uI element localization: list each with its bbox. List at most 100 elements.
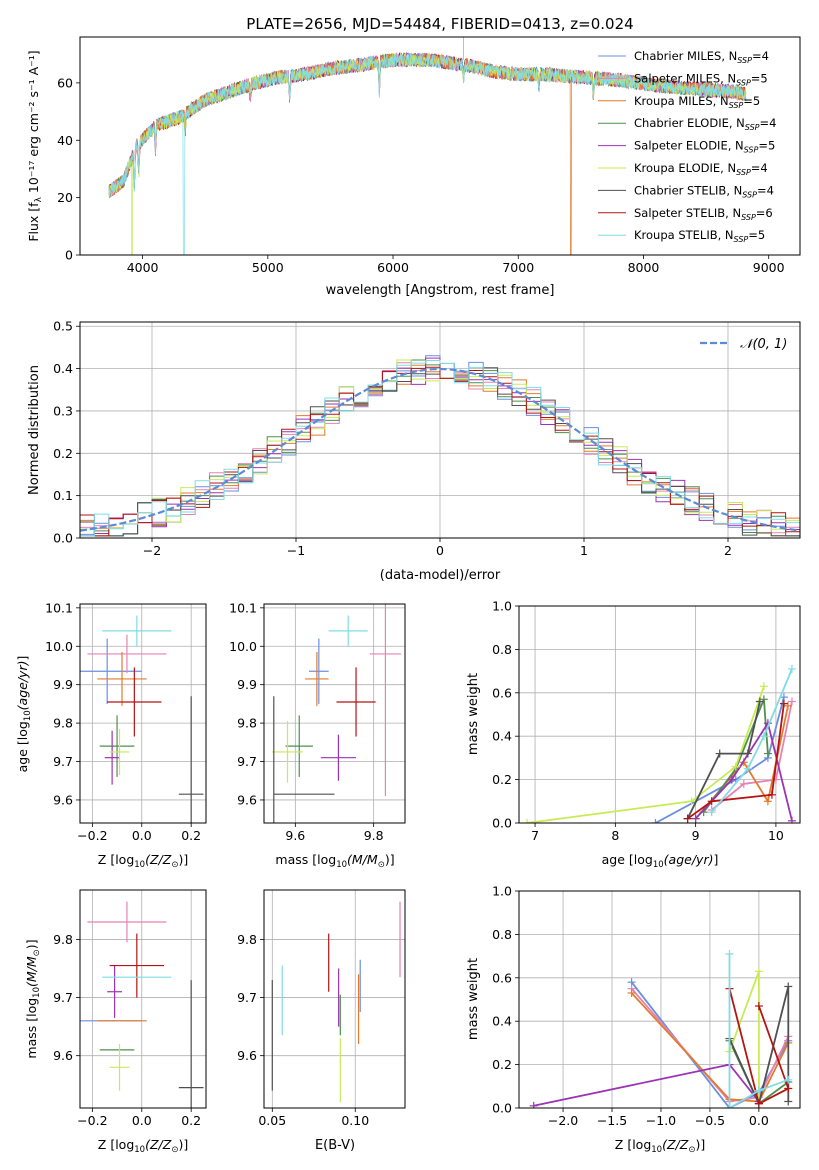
- legend-nssp-sub: SSP: [745, 123, 760, 132]
- spectrum-axes: 4000 5000 6000 7000 8000 9000 0 20 40 60: [57, 36, 801, 275]
- spectrum-series-line: [108, 52, 747, 255]
- label-part: mass [log: [24, 998, 39, 1059]
- legend-nssp-value: =4: [757, 183, 774, 197]
- label-part: Z [log: [98, 1137, 134, 1152]
- y-tick-label: 0.4: [492, 729, 512, 744]
- legend-entry: 𝒩(0, 1): [740, 337, 787, 352]
- axes-frame: [518, 890, 801, 1109]
- weight-marker: [651, 819, 660, 823]
- y-tick-label: 0.6: [492, 970, 512, 985]
- label-part: )]: [695, 1137, 705, 1152]
- weight-series-line: [533, 1063, 760, 1107]
- weight-marker: [529, 1101, 538, 1108]
- weight-marker: [754, 967, 763, 976]
- x-tick-label: −1: [287, 543, 305, 558]
- weight-series-line: [687, 703, 785, 820]
- histogram-series: [80, 366, 800, 537]
- data-point: [305, 652, 329, 706]
- label-part: (Z/Z: [145, 852, 172, 867]
- y-tick-label: 9.7: [237, 754, 257, 769]
- weight-marker: [754, 1086, 763, 1095]
- x-tick-label: 5000: [252, 260, 284, 275]
- residuals-axes: −2 −1 0 1 2 0.0 0.1 0.2 0.3 0.4 0.5: [53, 319, 801, 558]
- legend-nssp-value: =5: [751, 71, 768, 85]
- weight-marker: [763, 749, 772, 758]
- y-tick-label: 20: [57, 190, 73, 205]
- axes-frame: [79, 321, 801, 539]
- weight-series-line: [711, 668, 793, 813]
- label-part: ]: [713, 852, 718, 867]
- y-tick-label: 9.8: [237, 932, 257, 947]
- x-axis-label: (data-model)/error: [380, 568, 501, 583]
- y-tick-label: 9.8: [53, 716, 73, 731]
- legend-entry: Chabrier MILES, NSSP=4: [634, 49, 769, 65]
- y-tick-label: 0: [65, 248, 73, 263]
- error-bars: [271, 604, 402, 823]
- y-tick-label: 0.4: [53, 361, 73, 376]
- legend-nssp-label: , N: [729, 116, 745, 130]
- weight-series-line: [711, 701, 793, 811]
- histogram-series: [80, 359, 800, 537]
- error-bars: [80, 615, 204, 823]
- label-part: Z [log: [98, 852, 134, 867]
- y-tick-label: 60: [57, 75, 73, 90]
- weight-vs-age-axes-plot-area: [523, 664, 796, 823]
- axes-frame: [263, 603, 406, 824]
- weight-marker: [683, 814, 692, 823]
- label-sub: ⊙: [171, 1145, 178, 1155]
- weight-marker: [523, 819, 532, 823]
- x-tick-label: −2: [143, 543, 161, 558]
- y-tick-label: 10.0: [45, 639, 73, 654]
- y-tick-label: 0.1: [53, 488, 73, 503]
- age-vs-z-axes: −0.2 0.0 0.2 9.6 9.7 9.8 9.9 10.0 10.1: [45, 600, 207, 843]
- y-tick-label: 0.0: [492, 1101, 512, 1116]
- weight-lines: [523, 664, 796, 823]
- y-tick-label: 10.1: [229, 600, 257, 615]
- error-bars: [80, 901, 204, 1108]
- label-sub: 10: [653, 860, 664, 870]
- data-point: [80, 638, 142, 704]
- y-tick-label: 0.3: [53, 403, 73, 418]
- legend-nssp-value: =6: [756, 206, 773, 220]
- y-tick-label: 9.6: [237, 792, 257, 807]
- label-part: ]: [15, 656, 30, 661]
- legend-entry: Chabrier ELODIE, NSSP=4: [634, 116, 776, 132]
- weight-marker: [759, 695, 768, 704]
- weight-marker: [763, 797, 772, 806]
- y-tick-label: 9.6: [237, 1048, 257, 1063]
- mass-vs-z-axes: −0.2 0.0 0.2 9.6 9.7 9.8: [53, 889, 207, 1128]
- y-axis-label: Normed distribution: [27, 365, 42, 495]
- y-tick-label: 9.7: [237, 990, 257, 1005]
- label-part: (Z/Z: [145, 1137, 172, 1152]
- histogram-steps: [80, 355, 800, 537]
- legend-entry: Kroupa ELODIE, NSSP=4: [634, 161, 768, 177]
- x-axis-label: E(B-V): [315, 1138, 355, 1153]
- legend-nssp-label: , N: [728, 139, 744, 153]
- y-tick-label: 9.6: [53, 1048, 73, 1063]
- legend-nssp-sub: SSP: [736, 78, 751, 87]
- weight-marker: [691, 814, 700, 823]
- legend-entry: Salpeter STELIB, NSSP=6: [634, 206, 773, 222]
- label-part: )]: [178, 1137, 188, 1152]
- legend-nssp-label: , N: [718, 228, 734, 242]
- y-tick-label: 10.1: [45, 600, 73, 615]
- label-sub: 10: [32, 987, 42, 998]
- y-tick-label: 1.0: [492, 884, 512, 899]
- weight-marker: [725, 1104, 734, 1108]
- legend-nssp-sub: SSP: [734, 235, 749, 244]
- legend-entry-name: Kroupa STELIB: [634, 228, 718, 242]
- axes-frame: [518, 605, 801, 824]
- x-tick-label: 0.0: [132, 828, 152, 843]
- weight-marker: [754, 1002, 763, 1011]
- label-part: age [log: [15, 721, 30, 772]
- legend-entry-name: Kroupa ELODIE: [634, 161, 720, 175]
- x-axis-label: mass [log10(M/M⊙)]: [275, 852, 394, 870]
- age-vs-mass-axes: 9.6 9.8 9.6 9.7 9.8 9.9 10.0 10.1: [229, 600, 406, 843]
- y-tick-label: 10.0: [229, 639, 257, 654]
- x-tick-label: 0.2: [181, 1113, 201, 1128]
- legend-nssp-label: , N: [720, 71, 736, 85]
- y-tick-label: 9.6: [53, 792, 73, 807]
- age-vs-z-axes-plot-area: [80, 615, 204, 823]
- label-part: (Z/Z: [662, 1137, 689, 1152]
